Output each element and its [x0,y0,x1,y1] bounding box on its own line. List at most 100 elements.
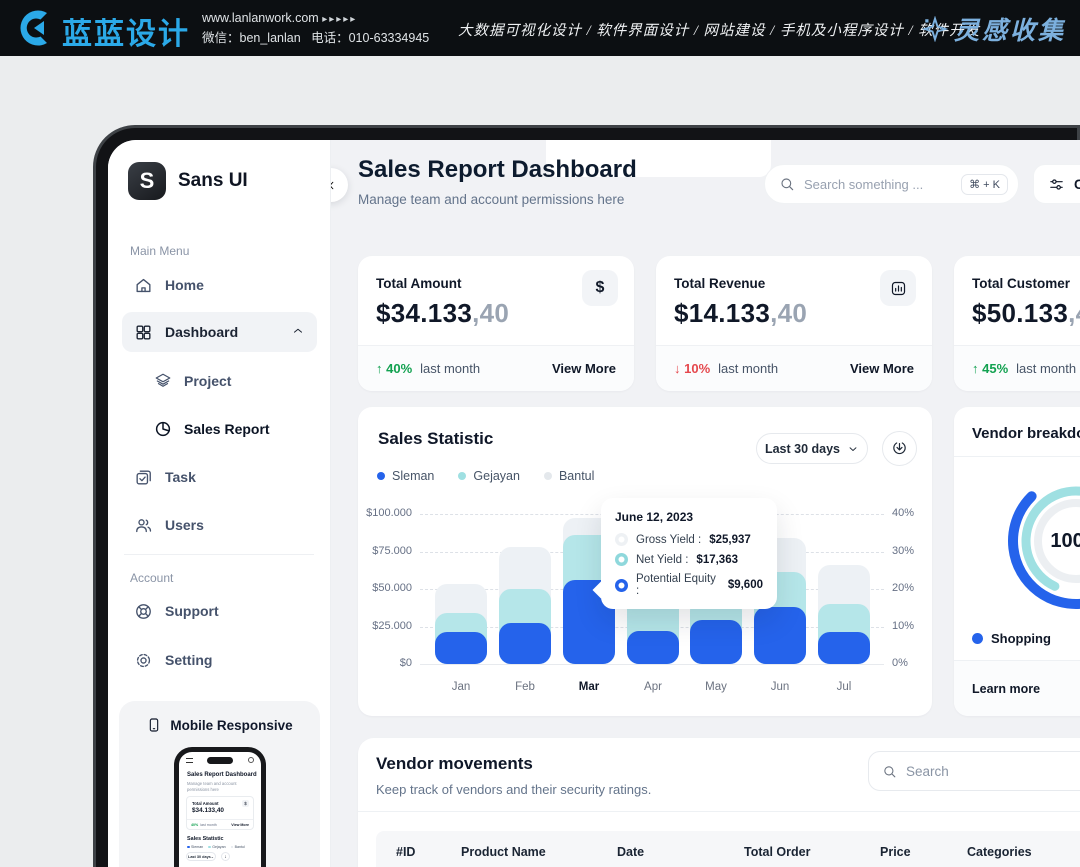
chart-legend: Sleman Gejayan Bantul [377,469,594,483]
bar-group-jul [818,514,870,664]
x-axis-label: Apr [644,681,662,693]
stat-card-total-customer: Total Customer $50.133,40 ↑ 45% last mon… [954,256,1080,391]
sidebar-collapse-button[interactable] [331,168,348,202]
stat-label: Total Revenue [674,276,766,291]
bar-sleman[interactable] [690,620,742,664]
bar-sleman[interactable] [435,632,487,664]
learn-more-link[interactable]: Learn more [954,660,1080,716]
column-header-totalorder[interactable]: Total Order [744,845,811,859]
main-content: Sales Report Dashboard Manage team and a… [331,140,1080,867]
sidebar-item-sales-report[interactable]: Sales Report [122,409,317,449]
dollar-icon: $ [582,270,618,306]
mini-subtitle: Manage team and account permissions here [187,781,237,792]
vendor-movements-card: Vendor movements Keep track of vendors a… [358,738,1080,867]
app-name: Sans UI [178,170,248,191]
wechat-label: 微信：ben_lanlan [202,31,301,45]
column-header-categories[interactable]: Categories [967,845,1032,859]
bar-group-feb [499,514,551,664]
sidebar-item-home[interactable]: Home [122,265,317,305]
lifebuoy-icon [134,602,153,621]
x-axis-label: Jan [451,681,471,693]
stat-value: $50.133,40 [972,298,1080,328]
sidebar-item-label: Setting [165,652,213,668]
arrows-decor: ▸▸▸▸▸ [322,14,358,25]
home-icon [134,276,153,295]
y-axis-tick: $0 [399,657,412,669]
website-link[interactable]: www.lanlanwork.com [202,11,319,25]
sidebar-item-project[interactable]: Project [122,361,317,401]
sidebar-item-task[interactable]: Task [122,457,317,497]
vendor-breakdown-title: Vendor breakdown [972,425,1080,442]
trend-note: last month [1016,361,1077,376]
bar-sleman[interactable] [754,607,806,664]
search-placeholder: Search something ... [804,176,924,192]
vendor-breakdown-card: Vendor breakdown 100% Shopping Learn mor… [954,407,1080,716]
page-title: Sales Report Dashboard [358,156,637,183]
mini-section-title: Sales Statistic [187,836,224,842]
view-more-link[interactable]: View More [551,361,616,376]
bar-chart-icon [880,270,916,306]
stat-card-total-revenue: Total Revenue $14.133,40 ↓ 10% last mont… [656,256,932,391]
column-header-productname[interactable]: Product Name [461,845,546,859]
y-axis-right-tick: 10% [892,619,915,632]
bar-group-apr [627,514,679,664]
table-header-row: #ID Product Name Date Total Order Price Categ… [376,831,1080,867]
mobile-responsive-card: Mobile Responsive Sales Report Dashboard… [119,701,320,867]
stat-card-footer: ↑ 40% last month View More [358,345,634,391]
promo-banner: 蓝蓝设计 www.lanlanwork.com ▸▸▸▸▸ 微信：ben_lan… [0,0,1080,56]
x-axis-label: Jun [770,681,790,693]
trend-down-arrow-icon: ↓ 10% [674,361,711,376]
column-header-date[interactable]: Date [617,845,645,859]
mini-stat-card: Total Amount $ $34.133,40 40% last month… [186,796,254,830]
x-axis-label: Feb [515,681,535,693]
brand-name: 蓝蓝设计 [62,18,190,51]
chevron-up-icon [291,324,305,341]
divider [954,456,1080,457]
mini-download-icon: ↓ [221,852,230,861]
stat-label: Total Customer [972,276,1071,291]
task-check-icon [134,468,153,487]
gridline [420,664,884,665]
y-axis-right-tick: 30% [892,544,915,557]
bar-chart: $100.000 40% $75.000 30% $50.000 20% $25.000 10… [358,407,932,716]
customize-button[interactable]: Customize [1033,164,1080,204]
search-icon [248,757,254,763]
sidebar-item-support[interactable]: Support [122,591,317,631]
mini-legend: Sleman Gejayan Bantul [187,845,245,849]
bar-sleman[interactable] [499,623,551,664]
bar-group-jan [435,514,487,664]
dashboard-screen: S Sans UI Main Menu Home Dashboard [108,140,1080,867]
sidebar-item-dashboard[interactable]: Dashboard [122,312,317,352]
download-chart-button[interactable] [882,431,917,466]
y-axis-tick: $100.000 [366,507,412,519]
phone-island [207,757,233,764]
bar-sleman[interactable] [818,632,870,664]
chevron-left-icon [331,181,333,189]
donut-legend: Shopping [972,631,1080,646]
y-axis-tick: $50.000 [372,582,412,594]
view-more-link[interactable]: View More [849,361,914,376]
x-axis-label: Mar [578,681,600,693]
search-icon [781,178,794,191]
sidebar-item-setting[interactable]: Setting [122,640,317,680]
bar-sleman[interactable] [627,631,679,664]
trend-note: last month [420,361,481,376]
y-axis-right-tick: 40% [892,507,915,519]
phone-label: 电话：010-63334945 [311,31,430,45]
sidebar-item-users[interactable]: Users [122,505,317,545]
stat-value: $34.133,40 [376,298,510,328]
table-search-input[interactable]: Search [868,751,1080,791]
app-logo-icon: S [128,162,166,200]
vendor-movements-title: Vendor movements [376,754,533,773]
column-header-id[interactable]: #ID [396,845,416,859]
page-subtitle: Manage team and account permissions here [358,192,625,207]
column-header-price[interactable]: Price [880,845,911,859]
dashboard-grid-icon [134,323,153,342]
shortcut-badge: ⌘ + K [961,173,1008,195]
inspiration-collect[interactable]: 灵感收集 [921,11,1066,47]
x-axis-label: Jul [836,681,852,693]
sparkle-star-icon [921,16,948,42]
global-search-input[interactable]: Search something ... ⌘ + K [764,164,1019,204]
page-background: S Sans UI Main Menu Home Dashboard [0,56,1080,867]
date-range-dropdown[interactable]: Last 30 days [756,433,868,464]
